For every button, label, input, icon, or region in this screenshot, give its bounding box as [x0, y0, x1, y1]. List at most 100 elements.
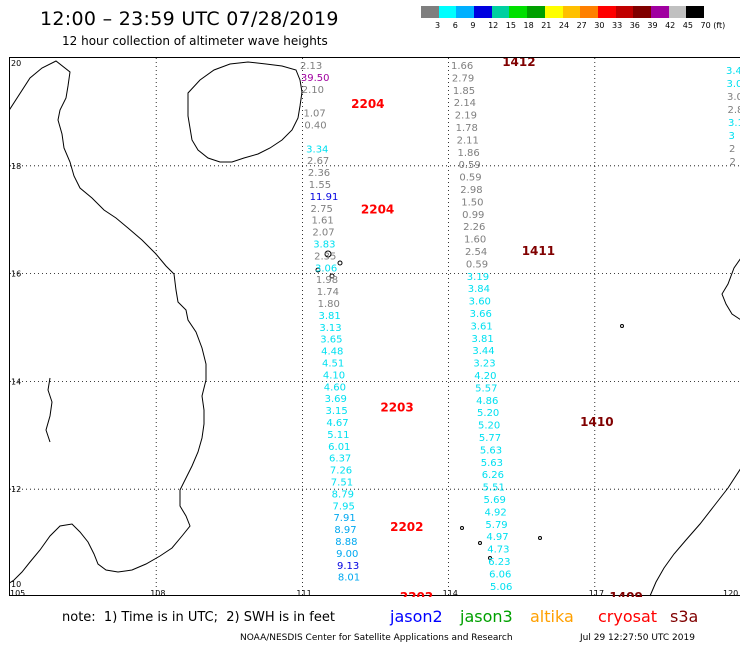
swh-value: 3.42 — [726, 66, 740, 77]
swh-value: 3.84 — [468, 284, 490, 295]
pass-number-label: 2202 — [390, 520, 423, 534]
swh-value: 4.73 — [487, 545, 509, 556]
swh-value: 4.86 — [476, 396, 498, 407]
swh-value: 2.36 — [308, 168, 330, 179]
scale-swatch — [474, 6, 492, 18]
lat-tick-label: 14 — [11, 377, 21, 386]
swh-value: 39.50 — [301, 73, 330, 84]
scale-label: 39 — [647, 21, 658, 30]
map-subtitle: 12 hour collection of altimeter wave hei… — [62, 34, 328, 48]
swh-value: 2.54 — [465, 247, 487, 258]
lat-tick-label: 18 — [11, 162, 21, 171]
paracel-island-4 — [329, 273, 335, 279]
units-note: note: 1) Time is in UTC; 2) SWH is in fe… — [62, 610, 335, 625]
spratly-island-3 — [488, 556, 492, 560]
scale-label: 33 — [612, 21, 623, 30]
scale-swatch — [686, 6, 704, 18]
scale-label: 21 — [541, 21, 552, 30]
pass-number-label: 2203 — [380, 400, 413, 414]
swh-value: 1.61 — [311, 216, 333, 227]
swh-value: 9.13 — [337, 561, 359, 572]
swh-value: 0.59 — [459, 173, 481, 184]
swh-value: 7.91 — [333, 513, 355, 524]
swh-value: 8.88 — [335, 537, 357, 548]
swh-value: 4.20 — [474, 371, 496, 382]
lon-tick-label: 114 — [443, 589, 458, 597]
swh-value: 1.78 — [456, 123, 478, 134]
scale-label: 45 — [682, 21, 693, 30]
timestamp: Jul 29 12:27:50 UTC 2019 — [580, 633, 695, 643]
swh-value: 4.51 — [322, 359, 344, 370]
pass-number-label: 2204 — [361, 202, 394, 216]
swh-value: 8.79 — [332, 489, 354, 500]
swh-value: 4.67 — [326, 418, 348, 429]
swh-value: 2.35 — [314, 251, 336, 262]
swh-value: 1.07 — [304, 109, 326, 120]
swh-value: 3.81 — [471, 334, 493, 345]
swh-value: 0.59 — [466, 259, 488, 270]
swh-value: 3.13 — [319, 323, 341, 334]
swh-value: 3.69 — [325, 394, 347, 405]
west-coastline — [45, 377, 53, 443]
swh-value: 0.40 — [304, 121, 326, 132]
swh-value: 3.19 — [467, 272, 489, 283]
scale-swatch — [650, 6, 669, 18]
swh-value: 9.00 — [336, 549, 358, 560]
swh-value: 6.26 — [482, 470, 504, 481]
swh-value: 1.60 — [464, 235, 486, 246]
swh-value: 1.66 — [451, 61, 473, 72]
swh-value: 3.61 — [471, 321, 493, 332]
luzon-coastline — [721, 258, 740, 320]
swh-value: 5.69 — [484, 495, 506, 506]
swh-value: 5.57 — [475, 383, 497, 394]
lat-tick-label: 12 — [11, 485, 21, 494]
scale-label: 3 — [435, 21, 441, 30]
scale-label: 42 — [665, 21, 676, 30]
scale-label: 24 — [558, 21, 570, 30]
swh-value: 3.23 — [473, 359, 495, 370]
lon-tick-label: 117 — [589, 589, 604, 597]
legend-jason2: jason2 — [390, 607, 443, 626]
paracel-island-3 — [315, 267, 321, 273]
swh-value: 4.92 — [484, 507, 506, 518]
lon-tick-label: 120 — [723, 589, 738, 597]
pass-labels: 1412 2204 2204 1411 2203 1410 2202 2202 1409 — [351, 55, 643, 604]
swh-value: 4.48 — [321, 347, 343, 358]
swh-value: 2.13 — [300, 61, 322, 72]
swh-value: 2.14 — [454, 98, 476, 109]
swh-value: 6.37 — [329, 454, 351, 465]
swh-value: 3.60 — [469, 297, 491, 308]
lat-lon-grid — [10, 58, 740, 597]
swh-value: 3.1 — [728, 118, 740, 129]
swh-value: 0.59 — [458, 160, 480, 171]
swh-value: 2.26 — [463, 222, 485, 233]
swh-value: 4.10 — [323, 370, 345, 381]
swh-value: 2.11 — [457, 135, 479, 146]
swh-value: 2.19 — [455, 111, 477, 122]
scale-label: 15 — [505, 21, 516, 30]
scale-swatch — [421, 6, 439, 18]
swh-value: 3.34 — [306, 144, 328, 155]
swh-value: 1.86 — [458, 148, 480, 159]
swh-value: 0.99 — [462, 210, 484, 221]
pass-number-label: 1410 — [580, 415, 613, 429]
scale-label: 70 (ft) — [700, 21, 726, 30]
map-canvas: 1.662.791.852.142.191.782.111.860.590.59… — [7, 55, 740, 604]
swh-value: 3 — [729, 131, 735, 142]
swh-value: 11.91 — [310, 192, 339, 203]
swh-value: 3.65 — [320, 335, 342, 346]
swh-value: 4.60 — [324, 382, 346, 393]
swh-value: 5.20 — [477, 408, 499, 419]
swh-value: 2.07 — [312, 228, 334, 239]
swh-value: 2.75 — [311, 204, 333, 215]
swh-value: 3.83 — [313, 240, 335, 251]
swh-value: 5.51 — [483, 483, 505, 494]
spratly-island-1 — [460, 526, 464, 530]
swh-value: 3.44 — [472, 346, 494, 357]
pass-number-label: 1411 — [522, 244, 555, 258]
swh-value: 8.97 — [334, 525, 356, 536]
swh-value: 1.80 — [318, 299, 340, 310]
scale-label: 12 — [488, 21, 499, 30]
